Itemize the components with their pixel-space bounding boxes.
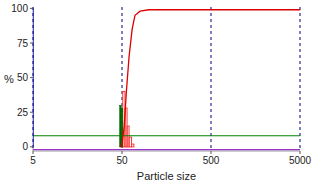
grid-line	[211, 7, 212, 151]
y-tick	[30, 8, 33, 9]
grid-line	[300, 7, 301, 151]
y-tick-label: 100	[11, 3, 28, 14]
series-line	[120, 10, 300, 147]
x-tick-label: 5000	[289, 155, 312, 166]
chart: 5 50 500 5000 0 25 50 75 100 Particle size%	[0, 0, 312, 186]
x-axis-line	[33, 151, 300, 152]
y-tick	[30, 112, 33, 113]
y-axis-line	[33, 7, 34, 151]
x-axis-label: Particle size	[137, 170, 196, 182]
y-tick	[30, 77, 33, 78]
y-tick	[30, 146, 33, 147]
grid-line	[122, 7, 123, 151]
histogram-bar	[132, 144, 134, 147]
y-tick-label: 50	[17, 72, 29, 83]
plot-area	[33, 8, 300, 149]
y-axis-label: %	[4, 73, 14, 85]
y-tick-label: 25	[17, 107, 29, 118]
series-line	[33, 149, 300, 150]
x-tick-label: 50	[116, 155, 128, 166]
series-line	[33, 8, 34, 146]
series-line	[33, 135, 300, 136]
x-tick-label: 500	[203, 155, 220, 166]
x-tick	[122, 151, 123, 154]
x-tick	[33, 151, 34, 154]
x-tick-label: 5	[30, 155, 36, 166]
y-tick	[30, 43, 33, 44]
y-tick-label: 0	[22, 141, 28, 152]
x-tick	[211, 151, 212, 154]
y-tick-label: 75	[17, 38, 29, 49]
grid-line	[33, 7, 34, 151]
x-tick	[300, 151, 301, 154]
